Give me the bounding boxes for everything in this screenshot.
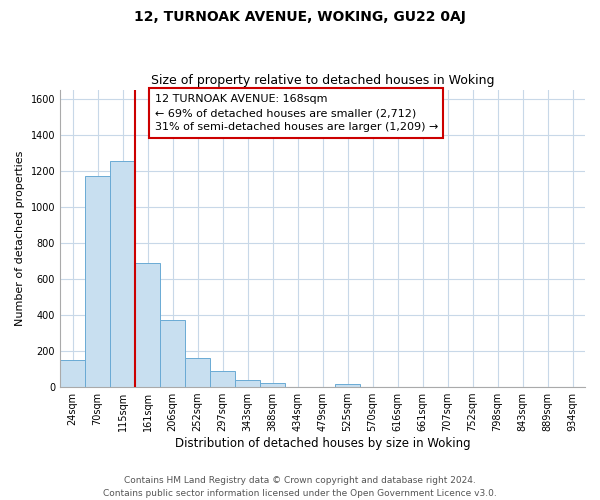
Bar	[210, 371, 235, 387]
Bar	[260, 383, 285, 387]
Bar	[60, 360, 85, 387]
Text: 12, TURNOAK AVENUE, WOKING, GU22 0AJ: 12, TURNOAK AVENUE, WOKING, GU22 0AJ	[134, 10, 466, 24]
Text: 12 TURNOAK AVENUE: 168sqm
← 69% of detached houses are smaller (2,712)
31% of se: 12 TURNOAK AVENUE: 168sqm ← 69% of detac…	[155, 94, 438, 132]
Y-axis label: Number of detached properties: Number of detached properties	[15, 150, 25, 326]
Bar	[160, 320, 185, 387]
Bar	[110, 161, 135, 387]
Bar	[85, 176, 110, 387]
Bar	[135, 262, 160, 387]
X-axis label: Distribution of detached houses by size in Woking: Distribution of detached houses by size …	[175, 437, 470, 450]
Text: Contains HM Land Registry data © Crown copyright and database right 2024.
Contai: Contains HM Land Registry data © Crown c…	[103, 476, 497, 498]
Title: Size of property relative to detached houses in Woking: Size of property relative to detached ho…	[151, 74, 494, 87]
Bar	[335, 384, 360, 387]
Bar	[185, 358, 210, 387]
Bar	[235, 380, 260, 387]
